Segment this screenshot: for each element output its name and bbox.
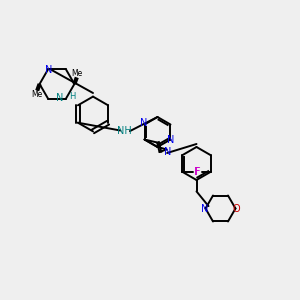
Text: N: N (140, 118, 148, 128)
Text: N: N (56, 94, 63, 103)
Text: F: F (195, 167, 201, 177)
Text: Me: Me (32, 90, 43, 99)
Text: N: N (201, 203, 208, 214)
Text: N: N (45, 65, 52, 75)
Text: NH: NH (117, 126, 132, 136)
Text: Me: Me (71, 69, 82, 78)
Text: F: F (194, 167, 200, 177)
Text: N: N (167, 135, 175, 145)
Text: H: H (69, 92, 76, 101)
Text: N: N (164, 147, 171, 157)
Text: O: O (233, 203, 241, 214)
